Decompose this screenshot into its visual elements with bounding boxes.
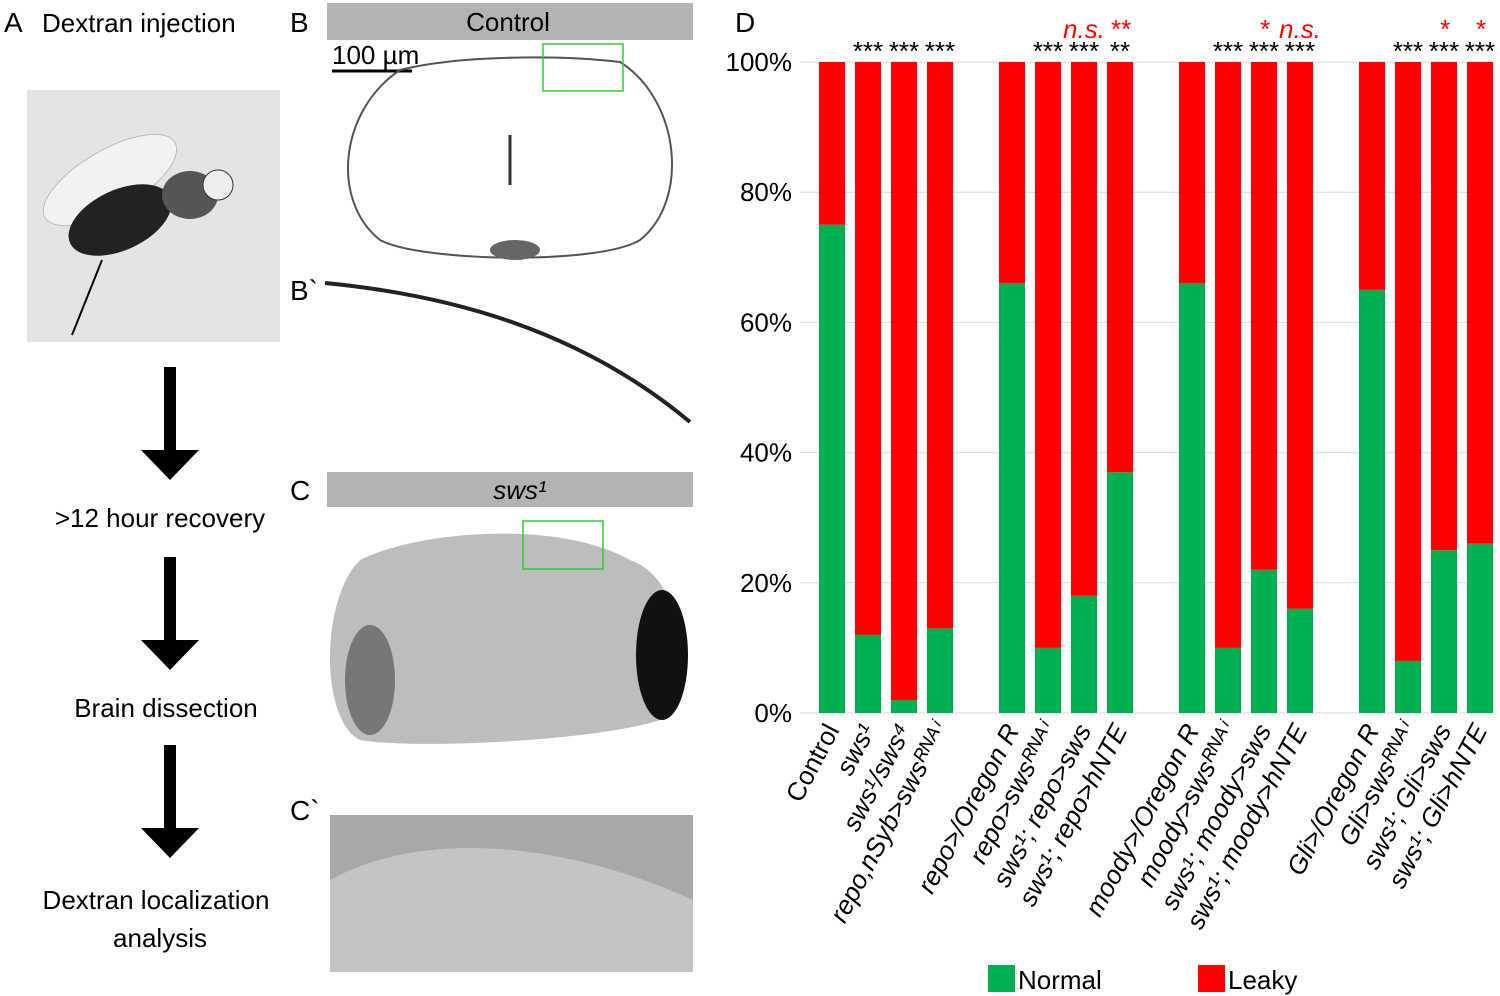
significance: ***	[1069, 36, 1099, 66]
bar-segment	[819, 224, 845, 713]
brain-feature	[345, 625, 395, 735]
bar-segment	[1431, 550, 1457, 713]
brain-feature	[490, 240, 540, 260]
significance: *	[1259, 14, 1270, 44]
significance: ***	[1429, 36, 1459, 66]
y-tick-label: 20%	[740, 568, 792, 598]
bar-segment	[1215, 62, 1241, 648]
bar-segment	[1035, 647, 1061, 713]
bar-segment	[1107, 472, 1133, 713]
bar-segment	[1287, 608, 1313, 713]
step: Brain dissection	[74, 693, 258, 723]
significance: ***	[1033, 36, 1063, 66]
bar-segment	[891, 62, 917, 700]
bar-segment	[1359, 289, 1385, 713]
header-bar	[327, 3, 693, 40]
bar-segment	[1359, 62, 1385, 290]
significance: ***	[889, 36, 919, 66]
bar-segment	[999, 62, 1025, 284]
bar-segment	[1071, 62, 1097, 596]
brain-image	[330, 533, 682, 744]
bar-segment	[819, 62, 845, 225]
bar-segment	[1395, 62, 1421, 661]
panel-label: A	[4, 7, 23, 38]
significance: ***	[1393, 36, 1423, 66]
panel-label: C	[290, 475, 310, 506]
panel-label: B`	[290, 275, 318, 306]
bar-segment	[1467, 543, 1493, 713]
significance: ***	[1465, 36, 1495, 66]
inset-box	[522, 520, 604, 570]
step: analysis	[113, 923, 207, 953]
brain-outline	[346, 56, 674, 259]
inset-box	[542, 43, 624, 92]
significance: **	[1110, 14, 1131, 44]
bar-segment	[1107, 62, 1133, 473]
panel-label: D	[735, 7, 755, 38]
significance: n.s.	[1279, 14, 1321, 44]
legend-label: Normal	[1018, 965, 1102, 995]
panel-header: Control	[466, 7, 550, 37]
step: >12 hour recovery	[55, 503, 265, 533]
legend-label: Leaky	[1228, 965, 1297, 995]
brain-feature	[636, 590, 688, 720]
panel-title: Dextran injection	[42, 8, 236, 38]
legend-swatch	[1198, 965, 1225, 992]
inset-image	[330, 847, 693, 972]
bar-segment	[855, 62, 881, 635]
bar-segment	[1179, 62, 1205, 284]
significance: *	[1475, 14, 1486, 44]
barrier-line	[324, 281, 692, 424]
bar-segment	[1251, 569, 1277, 713]
significance: **	[1110, 36, 1130, 66]
fly-eye	[202, 169, 234, 201]
bar-segment	[1035, 62, 1061, 648]
bar-segment	[1215, 647, 1241, 713]
panel-header: sws¹	[493, 475, 547, 505]
significance: ***	[1249, 36, 1279, 66]
significance: ***	[925, 36, 955, 66]
significance: ***	[1285, 36, 1315, 66]
bar-segment	[927, 62, 953, 629]
bar-segment	[1395, 660, 1421, 713]
arrows	[141, 367, 199, 858]
panel-label: B	[290, 7, 309, 38]
bar-segment	[1467, 62, 1493, 544]
significance: ***	[1213, 36, 1243, 66]
bar-segment	[891, 699, 917, 713]
significance: ***	[853, 36, 883, 66]
bar-segment	[1071, 595, 1097, 713]
step: Dextran localization	[43, 885, 270, 915]
scale-bar-label: 100 µm	[332, 40, 419, 70]
significance: n.s.	[1063, 14, 1105, 44]
y-tick-label: 80%	[740, 177, 792, 207]
needle	[71, 259, 103, 336]
bar-segment	[927, 628, 953, 713]
significance: *	[1439, 14, 1450, 44]
fly-body	[68, 184, 172, 256]
panel-label: C`	[290, 795, 320, 826]
bar-segment	[855, 634, 881, 713]
bar-segment	[1179, 283, 1205, 713]
bar-segment	[1431, 62, 1457, 551]
y-tick-label: 40%	[740, 438, 792, 468]
y-tick-label: 100%	[726, 47, 793, 77]
y-tick-label: 60%	[740, 307, 792, 337]
y-tick-label: 0%	[754, 698, 792, 728]
bar-segment	[999, 283, 1025, 713]
bar-segment	[1251, 62, 1277, 570]
legend-swatch	[988, 965, 1015, 992]
bar-segment	[1287, 62, 1313, 609]
header-bar	[327, 472, 693, 507]
